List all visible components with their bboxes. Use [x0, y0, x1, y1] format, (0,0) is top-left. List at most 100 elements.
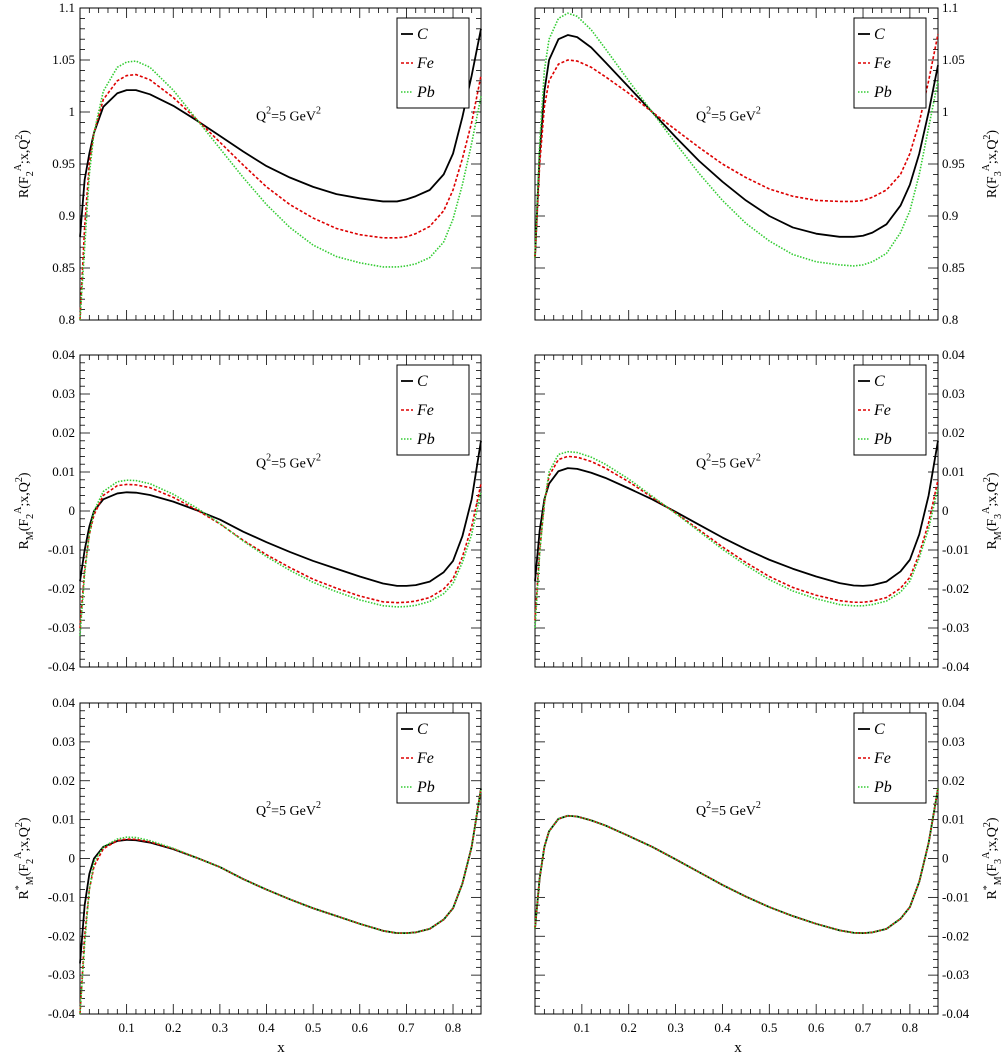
y-tick-label: 0.02 [942, 425, 965, 440]
y-tick-label: 0.04 [52, 347, 75, 362]
y-tick-label: 0.85 [52, 260, 75, 275]
y-tick-label: 0.02 [942, 773, 965, 788]
legend-label-fe: Fe [873, 55, 891, 72]
legend-label-fe: Fe [873, 402, 891, 419]
x-tick-label: 0.5 [761, 1020, 777, 1035]
panel-bottom-left: -0.04 -0.03 -0.02 -0.01 0 0.01 0.02 0.03 0.04 0.1… [13, 695, 482, 1056]
y-tick-label: -0.01 [942, 889, 969, 904]
x-axis-label: x [734, 1040, 742, 1056]
y-tick-label: 0.03 [52, 734, 75, 749]
series-line-pb [534, 450, 939, 629]
y-axis-label: R(F3A;x,Q2) [981, 130, 1004, 199]
y-tick-label: 0.9 [942, 208, 958, 223]
y-tick-label: 0.01 [52, 812, 75, 827]
q2-annotation: Q2=5 GeV2 [256, 800, 321, 819]
y-tick-label: -0.04 [942, 659, 970, 674]
y-axis-label: RM(F3A;x,Q2) [981, 472, 1004, 549]
series-line-pb [534, 12, 939, 267]
y-tick-label: 0 [69, 503, 76, 518]
y-tick-label: 0 [942, 851, 949, 866]
x-tick-label: 0.7 [855, 1020, 872, 1035]
series-line-fe [79, 483, 482, 629]
legend-label-pb: Pb [416, 84, 435, 101]
y-tick-label: 0.95 [52, 156, 75, 171]
y-tick-label: -0.02 [942, 581, 969, 596]
legend-label-fe: Fe [416, 55, 434, 72]
legend-label-pb: Pb [416, 779, 435, 796]
y-tick-label: -0.04 [942, 1006, 970, 1021]
legend: C Fe Pb [853, 712, 927, 804]
x-tick-label: 0.3 [212, 1020, 228, 1035]
series-line-fe [534, 455, 939, 621]
q2-annotation: Q2=5 GeV2 [256, 452, 321, 471]
y-tick-label: 1.05 [52, 52, 75, 67]
x-tick-label: 0.8 [445, 1020, 461, 1035]
panel-top-left: 0.8 0.85 0.9 0.95 1 1.05 1.1 R(F2A;x,Q2) Q2=5 Ge… [13, 0, 482, 327]
y-tick-label: -0.02 [48, 581, 75, 596]
panel-top-right: 0.8 0.85 0.9 0.95 1 1.05 1.1 R(F3A;x,Q2) Q2=5 Ge… [534, 0, 1004, 327]
y-tick-label: 0.8 [942, 312, 958, 327]
legend: C Fe Pb [853, 364, 927, 456]
legend: C Fe Pb [396, 712, 470, 804]
series-line-c [534, 34, 939, 258]
y-tick-label: 0.01 [942, 464, 965, 479]
legend: C Fe Pb [396, 364, 470, 456]
legend-label-c: C [417, 721, 428, 738]
legend: C Fe Pb [853, 17, 927, 109]
y-tick-label: 1.1 [942, 0, 958, 15]
legend-label-fe: Fe [416, 750, 434, 767]
y-tick-label: 0.95 [942, 156, 965, 171]
y-tick-label: -0.03 [942, 620, 969, 635]
y-tick-label: -0.02 [942, 928, 969, 943]
legend-label-c: C [417, 373, 428, 390]
y-tick-label: -0.03 [48, 620, 75, 635]
panel-mid-right: -0.04 -0.03 -0.02 -0.01 0 0.01 0.02 0.03 0.04 RM(… [534, 347, 1004, 674]
x-tick-label: 0.2 [621, 1020, 637, 1035]
y-tick-label: -0.02 [48, 928, 75, 943]
y-tick-label: -0.01 [942, 542, 969, 557]
y-tick-label: 0 [942, 503, 949, 518]
panel-mid-left: -0.04 -0.03 -0.02 -0.01 0 0.01 0.02 0.03 0.04 RM(… [13, 347, 482, 674]
legend: C Fe Pb [396, 17, 470, 109]
y-tick-label: 0.8 [59, 312, 75, 327]
y-axis-label: RM(F2A;x,Q2) [13, 472, 36, 549]
y-axis-label: R*M(F2A;x,Q2) [13, 817, 36, 899]
y-tick-label: -0.04 [48, 659, 76, 674]
q2-annotation: Q2=5 GeV2 [696, 452, 761, 471]
y-tick-label: 0.04 [52, 695, 75, 710]
legend-label-c: C [874, 26, 885, 43]
x-tick-label: 0.2 [165, 1020, 181, 1035]
y-axis-label: R*M(F3A;x,Q2) [981, 817, 1004, 899]
series-line-c [79, 440, 482, 587]
legend-label-fe: Fe [416, 402, 434, 419]
y-tick-label: 1 [69, 104, 76, 119]
legend-label-pb: Pb [873, 431, 892, 448]
y-tick-label: 0.02 [52, 773, 75, 788]
q2-annotation: Q2=5 GeV2 [256, 105, 321, 124]
q2-annotation: Q2=5 GeV2 [696, 800, 761, 819]
y-tick-label: 0.01 [52, 464, 75, 479]
y-tick-label: 0.04 [942, 695, 965, 710]
series-line-fe [79, 788, 482, 1015]
x-tick-label: 0.7 [398, 1020, 415, 1035]
series-line-pb [79, 60, 482, 321]
y-tick-label: -0.01 [48, 542, 75, 557]
x-tick-label: 0.4 [714, 1020, 731, 1035]
y-axis-label: R(F2A;x,Q2) [13, 130, 36, 199]
y-tick-label: 0 [69, 851, 76, 866]
y-tick-label: 0.03 [942, 734, 965, 749]
y-tick-label: 0.03 [942, 386, 965, 401]
y-tick-label: 0.03 [52, 386, 75, 401]
y-tick-label: 0.85 [942, 260, 965, 275]
series-line-pb [534, 788, 939, 934]
y-tick-label: 1.05 [942, 52, 965, 67]
legend-label-fe: Fe [873, 750, 891, 767]
x-tick-label: 0.6 [808, 1020, 825, 1035]
x-tick-label: 0.5 [305, 1020, 321, 1035]
y-tick-label: -0.01 [48, 889, 75, 904]
y-tick-label: 1.1 [59, 0, 75, 15]
y-tick-label: 0.01 [942, 812, 965, 827]
x-tick-label: 0.3 [667, 1020, 683, 1035]
y-tick-label: 0.04 [942, 347, 965, 362]
